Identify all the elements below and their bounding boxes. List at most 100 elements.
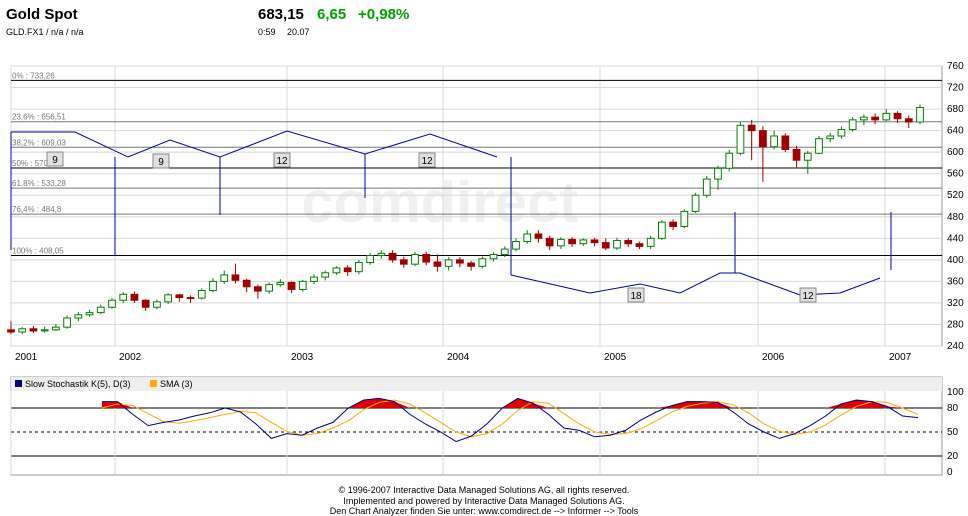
fib-label: 38,2% : 609,03 xyxy=(12,138,66,147)
fib-label: 23,6% : 656,51 xyxy=(12,113,66,122)
candle-body xyxy=(904,118,913,123)
candle-body xyxy=(96,306,105,314)
candle-body xyxy=(601,242,610,249)
cycle-label: 12 xyxy=(276,156,288,167)
candle-body xyxy=(18,328,27,333)
candle-body xyxy=(803,152,812,161)
cycle-label: 9 xyxy=(52,155,58,166)
candle-body xyxy=(478,258,487,267)
year-tick-label: 2006 xyxy=(762,352,785,363)
fib-label: 100% : 408,05 xyxy=(12,247,64,256)
candle-body xyxy=(646,237,655,247)
fib-label: 0% : 733,26 xyxy=(12,71,55,80)
candle-body xyxy=(153,301,161,308)
candle-body xyxy=(792,148,801,161)
candle-body xyxy=(254,286,262,292)
copyright-line: © 1996-2007 Interactive Data Managed Sol… xyxy=(338,485,630,495)
cycle-label-box xyxy=(46,151,64,167)
price-tick-label: 240 xyxy=(947,341,964,352)
stochastic-tick-label: 100 xyxy=(947,387,964,398)
candle-body xyxy=(310,276,318,282)
price-tick-label: 600 xyxy=(947,147,964,158)
price-tick-label: 320 xyxy=(947,298,964,309)
candle-body xyxy=(680,210,689,227)
cycle-label-box xyxy=(627,287,645,303)
year-tick-label: 2002 xyxy=(119,352,142,363)
stochastic-line xyxy=(102,397,919,443)
year-tick-label: 2004 xyxy=(447,352,470,363)
candle-body xyxy=(366,255,374,264)
candle-body xyxy=(175,294,184,299)
candle-body xyxy=(411,253,419,265)
stochastic-tick-label: 50 xyxy=(947,427,959,438)
candle-body xyxy=(500,248,509,255)
cycle-label: 9 xyxy=(158,157,164,168)
cycle-label-box xyxy=(799,287,817,303)
candle-body xyxy=(52,326,60,331)
candle-body xyxy=(781,135,790,150)
candle-body xyxy=(770,135,778,148)
candle-body xyxy=(231,274,240,281)
fib-label: 61,8% : 533,28 xyxy=(12,179,66,188)
candle-body xyxy=(759,130,767,148)
candle-body xyxy=(456,259,464,264)
candle-body xyxy=(164,294,172,303)
candle-body xyxy=(590,239,599,244)
price-tick-label: 360 xyxy=(947,276,964,287)
candle-body xyxy=(837,129,846,137)
candle-body xyxy=(220,274,229,282)
price-change: 6,65 xyxy=(317,6,347,23)
price-tick-label: 280 xyxy=(947,319,964,330)
stochastic-tick-label: 80 xyxy=(947,403,959,414)
legend-swatch-stoch xyxy=(15,380,22,387)
fib-label: 76,4% : 484,8 xyxy=(12,205,62,214)
candle-body xyxy=(736,124,745,154)
candle-body xyxy=(579,239,588,245)
candle-body xyxy=(321,272,330,278)
stochastic-tick-label: 0 xyxy=(947,467,953,478)
candle-body xyxy=(658,221,666,239)
candle-body xyxy=(186,297,195,300)
price-tick-label: 640 xyxy=(947,126,964,137)
last-price: 683,15 xyxy=(258,6,304,23)
candle-body xyxy=(860,116,868,121)
watermark: comdirect xyxy=(301,170,578,235)
cycle-label: 12 xyxy=(802,291,814,302)
implementation-line: Implemented and powered by Interactive D… xyxy=(343,496,625,506)
year-tick-label: 2007 xyxy=(889,352,912,363)
candle-body xyxy=(725,152,734,169)
candle-body xyxy=(377,252,386,257)
instrument-title: Gold Spot xyxy=(6,6,78,23)
stochastic-pane-frame xyxy=(10,376,943,476)
candle-body xyxy=(332,267,341,274)
candle-body xyxy=(635,243,644,247)
candle-body xyxy=(119,293,128,301)
chart-analyzer-line[interactable]: Den Chart Analyzer finden Sie unter: www… xyxy=(329,506,639,516)
quote-time: 0:59 xyxy=(258,27,276,37)
price-tick-label: 560 xyxy=(947,169,964,180)
candle-body xyxy=(422,253,431,263)
candle-body xyxy=(557,238,565,247)
candle-body xyxy=(63,317,71,328)
candle-body xyxy=(399,259,408,265)
candle-body xyxy=(85,312,94,316)
candle-body xyxy=(355,262,363,273)
fib-label: 50% : 570,655 xyxy=(12,159,64,168)
candle-body xyxy=(197,290,206,299)
year-tick-label: 2003 xyxy=(291,352,314,363)
cycle-label-box xyxy=(418,152,436,168)
candle-body xyxy=(893,112,902,120)
candle-body xyxy=(141,299,150,308)
price-tick-label: 720 xyxy=(947,83,964,94)
candle-body xyxy=(343,267,352,273)
candle-body xyxy=(747,124,756,132)
price-tick-label: 400 xyxy=(947,255,964,266)
candle-body xyxy=(108,299,116,308)
stochastic-legend-bar xyxy=(11,377,942,391)
candle-body xyxy=(467,262,475,267)
cycle-line-lower xyxy=(510,272,881,296)
candle-body xyxy=(714,167,722,180)
candle-body xyxy=(826,135,835,140)
candle-body xyxy=(276,281,285,286)
